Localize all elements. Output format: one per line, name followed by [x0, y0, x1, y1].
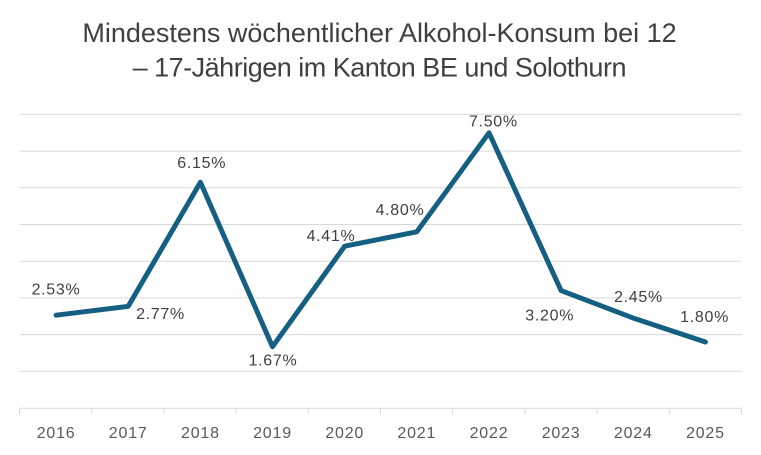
- svg-text:2017: 2017: [109, 425, 148, 442]
- svg-text:6.15%: 6.15%: [177, 155, 226, 172]
- svg-text:2.77%: 2.77%: [136, 306, 185, 323]
- svg-text:4.41%: 4.41%: [307, 228, 356, 245]
- svg-text:– 17-Jährigen im Kanton BE und: – 17-Jährigen im Kanton BE und Solothurn: [133, 53, 626, 83]
- svg-text:Mindestens wöchentlicher Alkoh: Mindestens wöchentlicher Alkohol-Konsum …: [82, 18, 676, 48]
- svg-text:2.53%: 2.53%: [32, 282, 81, 299]
- svg-text:2019: 2019: [253, 425, 292, 442]
- svg-text:3.20%: 3.20%: [525, 307, 574, 324]
- svg-text:2018: 2018: [181, 425, 220, 442]
- svg-text:2016: 2016: [37, 425, 76, 442]
- svg-text:2025: 2025: [686, 425, 725, 442]
- svg-text:2022: 2022: [470, 425, 509, 442]
- svg-text:2020: 2020: [325, 425, 364, 442]
- svg-text:1.80%: 1.80%: [680, 309, 729, 326]
- svg-text:2024: 2024: [614, 425, 653, 442]
- svg-text:7.50%: 7.50%: [469, 113, 518, 130]
- svg-text:4.80%: 4.80%: [376, 202, 425, 219]
- svg-text:2023: 2023: [542, 425, 581, 442]
- svg-text:2021: 2021: [397, 425, 436, 442]
- svg-text:1.67%: 1.67%: [249, 353, 298, 370]
- svg-text:2.45%: 2.45%: [614, 289, 663, 306]
